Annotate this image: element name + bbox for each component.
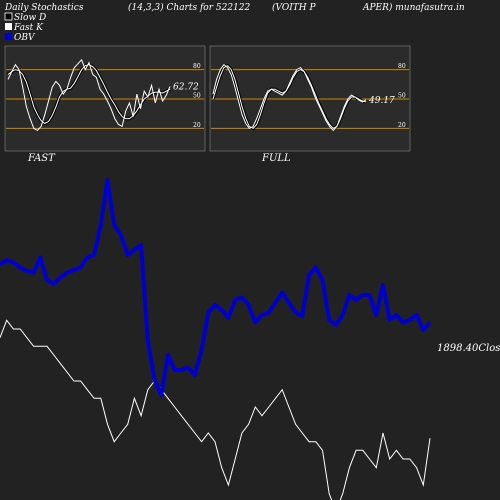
fast-panel-label: FAST [27, 153, 56, 164]
full-last-value: 49.17 [368, 96, 395, 106]
fast-ytick-20: 20 [193, 122, 201, 129]
header-title: Daily Stochastics [4, 3, 84, 13]
legend-label-obv: OBV [14, 33, 36, 43]
header-stock-a: (VOITH P [272, 2, 316, 13]
fast-panel: 20 50 80 62.72 FAST [4, 45, 206, 164]
legend-swatch-slow-d [4, 12, 13, 21]
legend-swatch-fast-k [5, 23, 12, 30]
fast-slow-d-line [7, 64, 171, 125]
legend-label-fast-k: Fast K [13, 23, 44, 33]
legend-swatch-obv [5, 33, 12, 40]
close-price-line [0, 319, 431, 500]
full-ytick-80: 80 [398, 63, 406, 70]
fast-ytick-50: 50 [193, 93, 201, 100]
fast-last-value: 62.72 [173, 83, 199, 93]
main-plot: 1898.40Close [0, 178, 500, 500]
full-panel-label: FULL [261, 153, 291, 164]
header-stock-b: APER) munafasutra.in [362, 2, 465, 13]
legend-label-slow-d: Slow D [14, 13, 46, 23]
full-panel: 20 50 80 49.17 FULL [209, 45, 411, 164]
fast-ytick-80: 80 [193, 63, 201, 70]
full-ytick-20: 20 [398, 122, 406, 129]
obv-line [0, 178, 432, 397]
close-price-label: 1898.40Close [437, 343, 500, 354]
full-fast-k-line [212, 63, 367, 132]
full-slow-d-line [212, 65, 367, 130]
header-params: (14,3,3) Charts for 522122 [128, 2, 250, 13]
full-ytick-50: 50 [398, 93, 406, 100]
legend: Slow D Fast K OBV [4, 12, 46, 43]
fast-fast-k-line [7, 58, 171, 132]
